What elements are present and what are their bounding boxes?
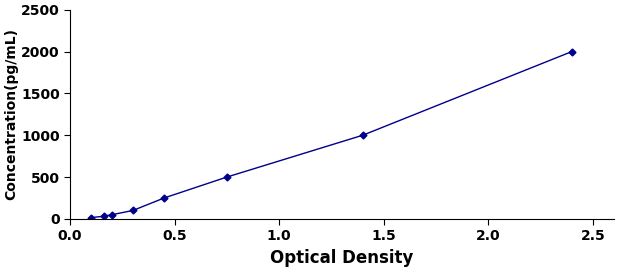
X-axis label: Optical Density: Optical Density — [270, 249, 413, 267]
Y-axis label: Concentration(pg/mL): Concentration(pg/mL) — [4, 28, 18, 200]
